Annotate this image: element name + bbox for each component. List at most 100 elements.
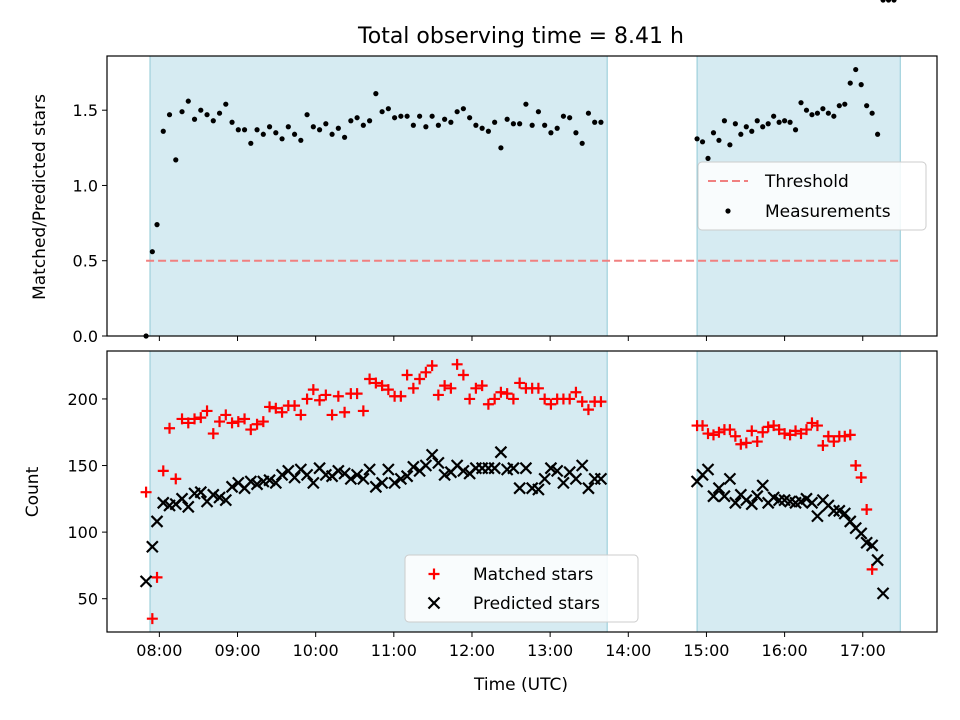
predicted-star-point bbox=[369, 480, 383, 494]
measurement-point bbox=[880, 0, 886, 3]
x-tick-label: 09:00 bbox=[214, 641, 260, 660]
measurement-point bbox=[273, 130, 279, 136]
measurement-point bbox=[554, 125, 560, 131]
predicted-star-point bbox=[871, 553, 884, 567]
measurement-point bbox=[699, 139, 706, 145]
matched-star-point bbox=[326, 409, 338, 421]
measurement-point bbox=[429, 113, 435, 119]
matched-star-point bbox=[817, 440, 829, 452]
predicted-star-point bbox=[532, 483, 545, 496]
top-legend-box bbox=[697, 161, 927, 231]
top-axes-frame bbox=[106, 55, 938, 337]
measurement-point bbox=[223, 101, 229, 107]
top-y-tick-label: 1.5 bbox=[73, 101, 98, 120]
matched-star-point bbox=[351, 388, 363, 400]
legend-threshold-label: Threshold bbox=[764, 172, 849, 192]
predicted-star-point bbox=[182, 500, 195, 514]
predicted-star-point bbox=[876, 587, 890, 600]
matched-star-point bbox=[207, 428, 219, 440]
matched-star-point bbox=[697, 420, 709, 432]
matched-star-point bbox=[289, 400, 301, 412]
matched-star-point bbox=[170, 473, 182, 485]
top-y-tick-label: 0.0 bbox=[73, 327, 98, 346]
matched-star-point bbox=[395, 390, 407, 402]
measurement-point bbox=[598, 119, 604, 125]
matched-star-point bbox=[382, 384, 394, 396]
measurement-point bbox=[379, 109, 385, 115]
predicted-star-point bbox=[827, 504, 841, 518]
measurement-point bbox=[710, 130, 717, 136]
predicted-star-point bbox=[750, 489, 764, 503]
matched-star-point bbox=[276, 406, 288, 418]
matched-star-point bbox=[189, 413, 201, 425]
measurement-point bbox=[885, 0, 892, 3]
measurement-point bbox=[448, 119, 454, 125]
matched-star-point bbox=[476, 380, 488, 392]
measurement-point bbox=[803, 107, 810, 113]
x-tick-label: 15:00 bbox=[683, 641, 729, 660]
measurement-point bbox=[149, 249, 155, 255]
matched-star-point bbox=[257, 416, 269, 428]
predicted-star-point bbox=[332, 464, 345, 478]
matched-star-point bbox=[828, 436, 840, 448]
measurement-point bbox=[435, 122, 441, 128]
predicted-star-point bbox=[175, 492, 189, 506]
predicted-star-point bbox=[344, 472, 358, 486]
matched-star-point bbox=[401, 369, 413, 381]
matched-star-point bbox=[839, 430, 851, 442]
predicted-star-point bbox=[425, 448, 439, 462]
chart-title: Total observing time = 8.41 h bbox=[357, 24, 684, 49]
bottom-y-axis-label: Count bbox=[23, 466, 43, 517]
matched-star-point bbox=[232, 416, 244, 428]
predicted-star-point bbox=[139, 575, 153, 588]
measurement-point bbox=[467, 115, 473, 121]
x-tick-label: 12:00 bbox=[449, 641, 495, 660]
measurement-point bbox=[392, 115, 398, 121]
measurement-point bbox=[754, 118, 760, 124]
top-legend: Threshold Measurements bbox=[697, 161, 927, 231]
measurement-point bbox=[316, 127, 323, 133]
matched-star-point bbox=[724, 424, 736, 436]
matched-star-point bbox=[844, 429, 856, 441]
matched-star-point bbox=[339, 406, 351, 418]
predicted-star-point bbox=[394, 472, 408, 486]
predicted-star-point bbox=[507, 461, 520, 475]
predicted-star-point bbox=[582, 481, 595, 495]
measurement-point bbox=[814, 110, 821, 116]
legend-measurements-swatch bbox=[725, 208, 731, 214]
matched-star-point bbox=[439, 380, 451, 392]
top-y-axis-label: Matched/Predicted stars bbox=[30, 94, 50, 300]
matched-star-point bbox=[576, 396, 588, 408]
measurement-point bbox=[460, 106, 466, 112]
matched-star-point bbox=[545, 398, 557, 410]
measurement-point bbox=[836, 103, 842, 109]
measurement-point bbox=[542, 122, 548, 128]
x-tick-label: 10:00 bbox=[293, 641, 339, 660]
measurement-point bbox=[864, 103, 870, 109]
matched-star-point bbox=[332, 390, 344, 402]
matched-star-point bbox=[195, 412, 207, 424]
matched-star-point bbox=[489, 393, 501, 405]
matched-star-point bbox=[295, 409, 307, 421]
predicted-star-point bbox=[388, 476, 401, 490]
matched-star-point bbox=[157, 465, 169, 477]
measurement-point bbox=[504, 116, 510, 122]
matched-star-point bbox=[245, 424, 257, 436]
predicted-star-point bbox=[745, 497, 759, 511]
predicted-star-point bbox=[557, 476, 570, 490]
matched-star-point bbox=[426, 360, 438, 372]
matched-star-point bbox=[307, 384, 319, 396]
legend-matched-label: Matched stars bbox=[473, 565, 593, 585]
predicted-star-point bbox=[382, 463, 395, 476]
matched-star-point bbox=[164, 422, 176, 434]
predicted-star-point bbox=[811, 509, 824, 523]
measurement-point bbox=[485, 128, 491, 134]
measurement-point bbox=[473, 122, 479, 128]
predicted-star-point bbox=[269, 476, 283, 490]
measurement-point bbox=[173, 157, 179, 163]
measurement-point bbox=[341, 134, 348, 140]
matched-star-point bbox=[364, 373, 376, 385]
matched-star-point bbox=[239, 413, 251, 425]
x-axis-label: Time (UTC) bbox=[473, 675, 568, 695]
